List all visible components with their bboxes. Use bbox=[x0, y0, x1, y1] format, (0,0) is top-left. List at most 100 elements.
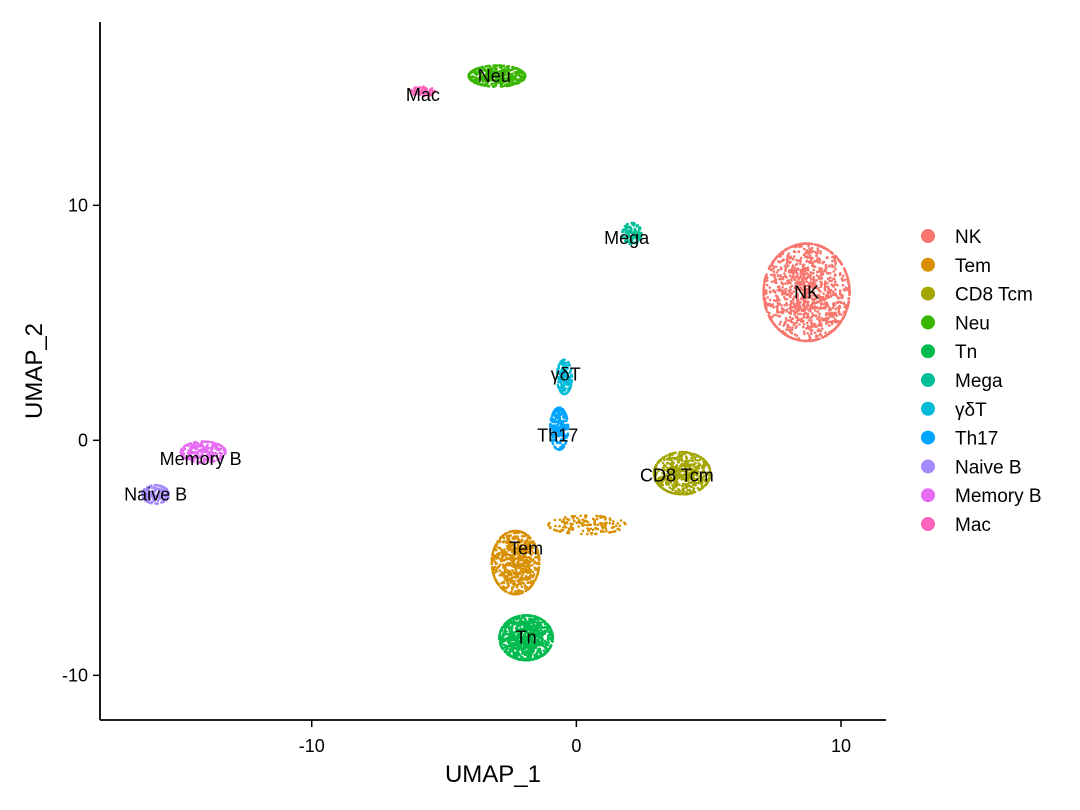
point bbox=[771, 303, 775, 306]
point bbox=[695, 481, 698, 485]
point bbox=[506, 624, 510, 628]
point bbox=[551, 639, 554, 643]
point bbox=[804, 255, 807, 259]
point bbox=[804, 300, 808, 304]
point bbox=[493, 67, 496, 70]
point bbox=[795, 245, 798, 248]
point bbox=[778, 277, 781, 281]
point bbox=[486, 67, 490, 71]
point bbox=[819, 329, 822, 333]
point bbox=[826, 282, 829, 285]
point bbox=[830, 279, 833, 283]
point bbox=[818, 277, 821, 281]
point bbox=[795, 280, 799, 284]
point bbox=[806, 316, 809, 320]
point bbox=[529, 654, 533, 657]
point bbox=[536, 649, 539, 653]
point bbox=[529, 568, 533, 572]
point bbox=[686, 460, 690, 464]
point bbox=[527, 568, 530, 572]
point bbox=[601, 526, 605, 530]
point bbox=[536, 644, 539, 647]
point bbox=[531, 570, 535, 574]
cluster-5-0 bbox=[621, 221, 643, 246]
point bbox=[504, 552, 507, 556]
point bbox=[833, 274, 837, 278]
point bbox=[511, 632, 515, 636]
point bbox=[832, 277, 835, 281]
point bbox=[516, 72, 519, 75]
point bbox=[788, 270, 791, 274]
point bbox=[790, 320, 794, 324]
point bbox=[828, 279, 831, 283]
point bbox=[550, 632, 553, 636]
point bbox=[693, 465, 696, 469]
point bbox=[524, 560, 528, 563]
point bbox=[570, 523, 574, 526]
point bbox=[819, 302, 823, 306]
point bbox=[534, 636, 537, 640]
point bbox=[556, 417, 560, 420]
point bbox=[668, 476, 672, 479]
point bbox=[655, 463, 658, 467]
point bbox=[476, 82, 480, 85]
point bbox=[530, 658, 534, 661]
point bbox=[504, 532, 508, 536]
point bbox=[510, 648, 513, 651]
point bbox=[823, 288, 827, 292]
point bbox=[535, 651, 538, 655]
point bbox=[508, 630, 512, 633]
point bbox=[774, 313, 778, 317]
point bbox=[594, 523, 597, 527]
point bbox=[690, 456, 693, 460]
point bbox=[702, 475, 706, 478]
point bbox=[770, 268, 774, 272]
point bbox=[520, 581, 523, 585]
point bbox=[844, 310, 848, 313]
point bbox=[529, 635, 533, 638]
point bbox=[608, 521, 612, 525]
point bbox=[499, 644, 503, 647]
point bbox=[497, 553, 501, 557]
point bbox=[821, 336, 824, 339]
point bbox=[536, 551, 539, 555]
point bbox=[817, 324, 821, 327]
point bbox=[511, 559, 515, 563]
point bbox=[530, 559, 533, 563]
point bbox=[802, 285, 805, 288]
point bbox=[763, 278, 767, 281]
point bbox=[802, 330, 806, 333]
point bbox=[486, 79, 489, 82]
point bbox=[502, 581, 506, 584]
point bbox=[585, 514, 588, 517]
point bbox=[565, 414, 568, 418]
point bbox=[502, 539, 506, 543]
point bbox=[569, 528, 572, 531]
point bbox=[810, 286, 814, 289]
point bbox=[687, 481, 691, 485]
point bbox=[765, 283, 769, 287]
point bbox=[535, 624, 539, 628]
point bbox=[478, 68, 482, 71]
point bbox=[790, 267, 794, 271]
point bbox=[689, 471, 693, 475]
point bbox=[783, 272, 786, 275]
point bbox=[667, 490, 670, 493]
point bbox=[498, 633, 502, 636]
point bbox=[653, 469, 656, 473]
point bbox=[554, 529, 558, 532]
point bbox=[696, 470, 700, 473]
point bbox=[508, 645, 512, 648]
point bbox=[784, 321, 787, 324]
point bbox=[516, 633, 519, 636]
point bbox=[514, 537, 518, 540]
point bbox=[536, 641, 539, 645]
point bbox=[800, 277, 804, 281]
point bbox=[511, 564, 514, 567]
point bbox=[785, 318, 788, 322]
point bbox=[688, 490, 692, 493]
point bbox=[548, 521, 551, 525]
point bbox=[687, 474, 691, 478]
point bbox=[521, 642, 524, 645]
point bbox=[766, 310, 769, 314]
